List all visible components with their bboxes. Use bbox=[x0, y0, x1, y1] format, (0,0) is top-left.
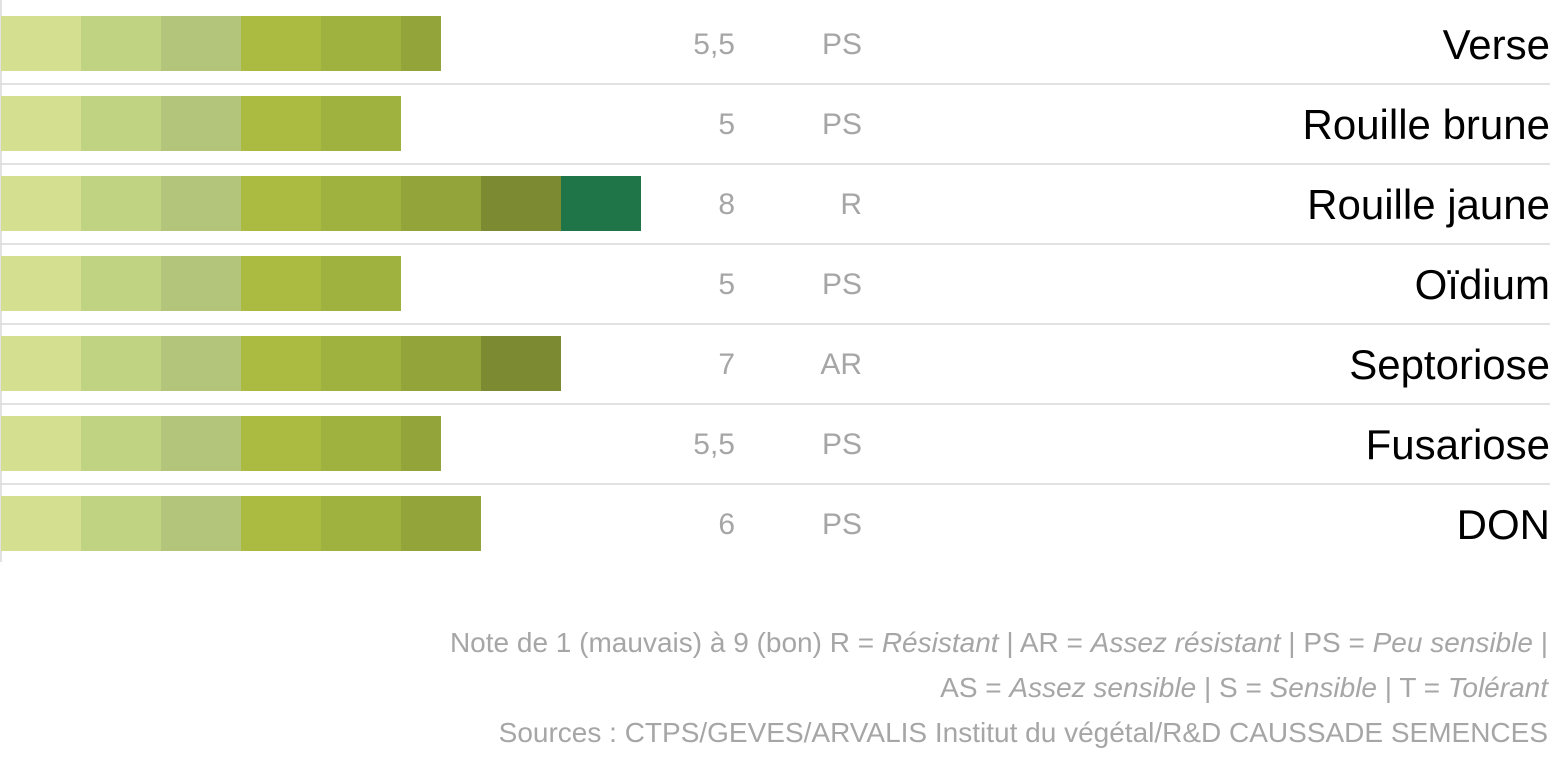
bar-segment bbox=[241, 336, 321, 391]
bar-segment bbox=[1, 336, 81, 391]
value-label: 5,5 bbox=[693, 28, 735, 61]
footer-run: Assez résistant bbox=[1089, 627, 1282, 658]
value-label: 7 bbox=[718, 348, 735, 381]
bar-segment bbox=[1, 256, 81, 311]
footer-run: | S = bbox=[1196, 672, 1269, 703]
bar-segment bbox=[481, 176, 561, 231]
bar-segment bbox=[1, 96, 81, 151]
bar-segment bbox=[401, 336, 481, 391]
value-label: 5,5 bbox=[693, 428, 735, 461]
bar-segment bbox=[161, 176, 241, 231]
footer-run: Peu sensible bbox=[1373, 627, 1533, 658]
bar-segment bbox=[81, 416, 161, 471]
bar-segment bbox=[241, 496, 321, 551]
bar-segment bbox=[81, 176, 161, 231]
bar-segment bbox=[561, 176, 641, 231]
category-label: Fusariose bbox=[1366, 421, 1550, 468]
footer-run: Note de 1 (mauvais) à 9 (bon) R = bbox=[450, 627, 882, 658]
bar-segment bbox=[321, 16, 401, 71]
bar-segment bbox=[241, 176, 321, 231]
footer-line: Note de 1 (mauvais) à 9 (bon) R = Résist… bbox=[450, 627, 1548, 658]
bar-segment bbox=[401, 16, 441, 71]
bar-segment bbox=[401, 416, 441, 471]
rating-label: PS bbox=[822, 268, 862, 301]
value-label: 8 bbox=[718, 188, 735, 221]
bar-segment bbox=[321, 176, 401, 231]
bar-segment bbox=[161, 16, 241, 71]
footer-run: | AR = bbox=[999, 627, 1091, 658]
bar-segment bbox=[1, 176, 81, 231]
bar-segment bbox=[1, 416, 81, 471]
bar-segment bbox=[241, 256, 321, 311]
category-label: DON bbox=[1457, 501, 1550, 548]
bar-segment bbox=[401, 176, 481, 231]
bar-segment bbox=[1, 16, 81, 71]
bar-segment bbox=[161, 96, 241, 151]
category-label: Oïdium bbox=[1415, 261, 1550, 308]
footer-run: Résistant bbox=[882, 627, 1000, 658]
bar-segment bbox=[81, 256, 161, 311]
bar-segment bbox=[321, 336, 401, 391]
category-label: Septoriose bbox=[1349, 341, 1550, 388]
bar-segment bbox=[81, 96, 161, 151]
bar-segment bbox=[321, 416, 401, 471]
footer-line: Sources : CTPS/GEVES/ARVALIS Institut du… bbox=[499, 717, 1548, 748]
footer-run: Assez sensible bbox=[1007, 672, 1196, 703]
category-label: Rouille jaune bbox=[1307, 181, 1550, 228]
bar-segment bbox=[321, 256, 401, 311]
bar-segment bbox=[81, 336, 161, 391]
footer-run: Sources : CTPS/GEVES/ARVALIS Institut du… bbox=[499, 717, 1548, 748]
rating-label: AR bbox=[820, 348, 862, 381]
bar-segment bbox=[321, 496, 401, 551]
bar-segment bbox=[401, 496, 481, 551]
bar-segment bbox=[481, 336, 561, 391]
bar-segment bbox=[81, 16, 161, 71]
category-label: Rouille brune bbox=[1303, 101, 1551, 148]
footer-run: Sensible bbox=[1270, 672, 1377, 703]
bar-segment bbox=[161, 496, 241, 551]
value-label: 6 bbox=[718, 508, 735, 541]
rating-label: PS bbox=[822, 428, 862, 461]
footer-run: | bbox=[1533, 627, 1548, 658]
category-label: Verse bbox=[1443, 21, 1550, 68]
footer-line: AS = Assez sensible | S = Sensible | T =… bbox=[940, 672, 1549, 703]
bar-segment bbox=[241, 416, 321, 471]
footer-run: AS = bbox=[940, 672, 1009, 703]
footer-run: | PS = bbox=[1281, 627, 1373, 658]
rating-label: PS bbox=[822, 108, 862, 141]
bar-segment bbox=[81, 496, 161, 551]
footer-run: Tolérant bbox=[1448, 672, 1549, 703]
bar-segment bbox=[161, 256, 241, 311]
rating-label: PS bbox=[822, 508, 862, 541]
bar-segment bbox=[161, 416, 241, 471]
bar-segment bbox=[1, 496, 81, 551]
value-label: 5 bbox=[718, 268, 735, 301]
value-label: 5 bbox=[718, 108, 735, 141]
bar-segment bbox=[241, 96, 321, 151]
rating-label: PS bbox=[822, 28, 862, 61]
rating-label: R bbox=[840, 188, 862, 221]
bar-segment bbox=[321, 96, 401, 151]
bar-segment bbox=[161, 336, 241, 391]
footer-run: | T = bbox=[1377, 672, 1448, 703]
bar-segment bbox=[241, 16, 321, 71]
